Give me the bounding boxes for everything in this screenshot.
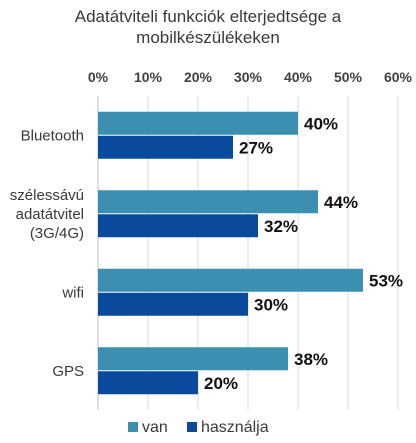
x-tick-label: 30% xyxy=(234,69,263,85)
bar-van xyxy=(98,190,318,214)
bars xyxy=(98,111,363,395)
category-labels: Bluetooth szélessávú adatátvitel (3G/4G) wif… xyxy=(10,127,84,380)
data-label: 30% xyxy=(254,295,288,314)
data-label: 20% xyxy=(204,374,238,393)
data-label: 53% xyxy=(369,271,403,290)
legend-label: van xyxy=(142,419,168,436)
legend-swatch-van xyxy=(128,422,138,432)
x-tick-label: 0% xyxy=(88,69,109,85)
data-label: 38% xyxy=(294,350,328,369)
data-label: 40% xyxy=(304,114,338,133)
bar-van xyxy=(98,111,298,135)
bar-használja xyxy=(98,135,233,159)
category-label: (3G/4G) xyxy=(30,225,84,242)
x-tick-label: 10% xyxy=(134,69,163,85)
bar-van xyxy=(98,268,363,292)
chart-title-line: Adatátviteli funkciók elterjedtsége a xyxy=(75,7,342,26)
legend: van használja xyxy=(128,419,269,436)
data-labels: 40% 27% 44% 32% 53% 30% 38% 20% xyxy=(204,114,403,393)
bar-használja xyxy=(98,292,248,316)
category-label: Bluetooth xyxy=(21,127,84,144)
bar-használja xyxy=(98,371,198,395)
category-label: szélessávú xyxy=(10,187,84,204)
chart-title: Adatátviteli funkciók elterjedtsége a mob… xyxy=(75,7,342,47)
data-label: 27% xyxy=(239,138,273,157)
x-tick-label: 60% xyxy=(384,69,413,85)
category-label: wifi xyxy=(61,284,84,301)
data-label: 32% xyxy=(264,217,298,236)
category-label: adatátvitel xyxy=(16,206,84,223)
x-tick-label: 50% xyxy=(334,69,363,85)
legend-swatch-használja xyxy=(187,422,197,432)
chart-title-line: mobilkészülékeken xyxy=(136,28,280,47)
category-label: GPS xyxy=(52,363,84,380)
bar-használja xyxy=(98,214,258,238)
bar-van xyxy=(98,347,288,371)
x-tick-label: 20% xyxy=(184,69,213,85)
x-axis-ticks: 0% 10% 20% 30% 40% 50% 60% xyxy=(88,69,413,85)
data-label: 44% xyxy=(324,193,358,212)
legend-label: használja xyxy=(201,419,269,436)
x-tick-label: 40% xyxy=(284,69,313,85)
